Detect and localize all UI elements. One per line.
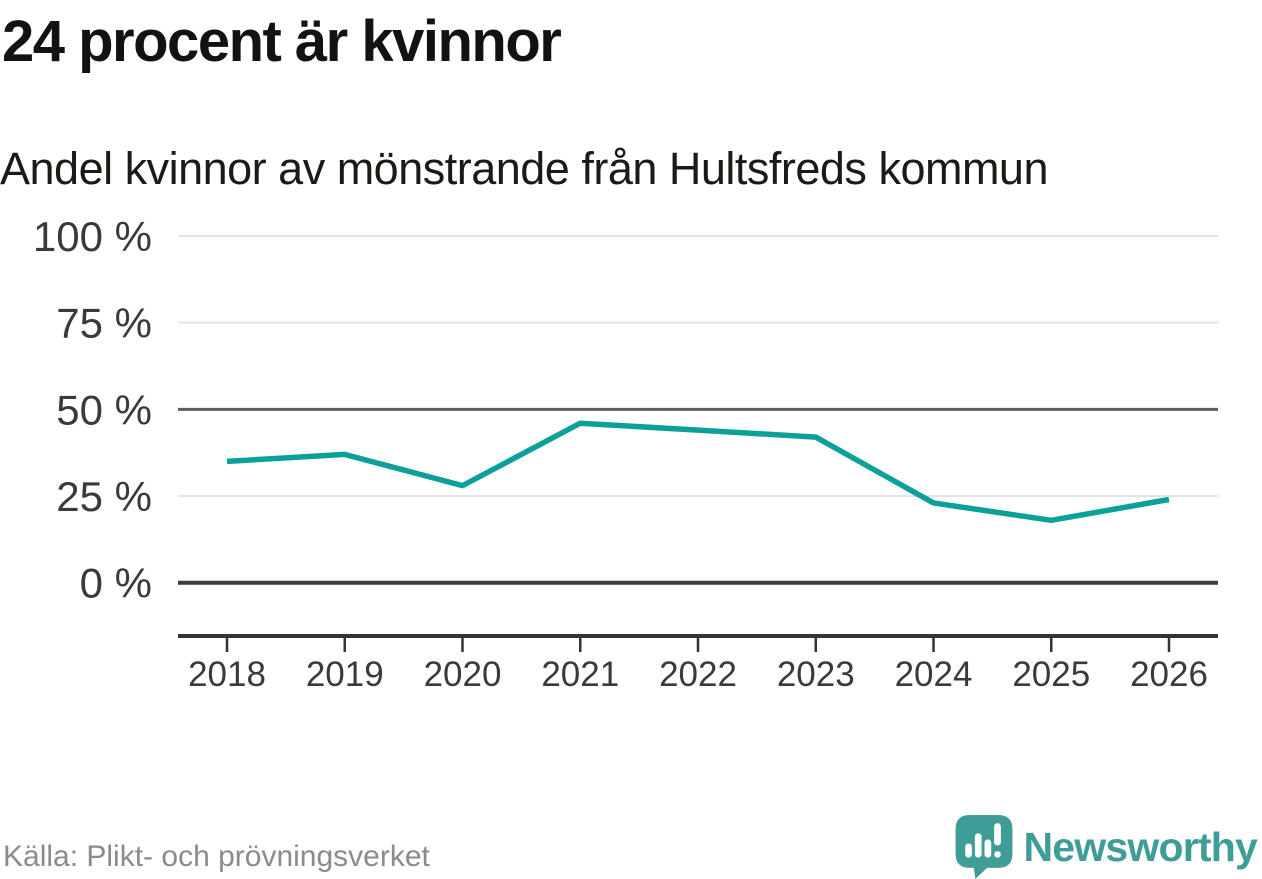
y-tick-label: 75 % — [56, 300, 152, 347]
speech-bubble-shape — [955, 815, 1012, 879]
x-tick-label: 2018 — [188, 655, 266, 694]
series-line — [226, 420, 1170, 524]
x-tick-label: 2024 — [895, 655, 973, 694]
newsworthy-wordmark: Newsworthy — [1023, 823, 1258, 870]
logo-bar-tall — [974, 833, 982, 858]
x-tick-label: 2023 — [777, 655, 855, 694]
logo-exclamation-dot — [993, 851, 1001, 858]
chart-subtitle: Andel kvinnor av mönstrande från Hultsfr… — [0, 143, 1049, 194]
newsworthy-logo: Newsworthy — [955, 815, 1258, 879]
y-tick-label: 25 % — [56, 473, 152, 520]
x-tick-label: 2022 — [659, 655, 737, 694]
x-tick-label: 2020 — [424, 655, 502, 694]
logo-bar-medium — [984, 839, 991, 858]
x-tick-label: 2026 — [1130, 655, 1208, 694]
y-tick-label: 50 % — [56, 386, 152, 433]
newsworthy-logo-icon — [955, 815, 1012, 879]
y-tick-label: 0 % — [80, 560, 152, 607]
x-tick-label: 2021 — [541, 655, 619, 694]
source-note: Källa: Plikt- och prövningsverket — [3, 840, 430, 873]
logo-exclamation-bar — [993, 823, 1001, 846]
y-tick-label: 100 % — [33, 213, 152, 260]
logo-bar-small — [964, 843, 972, 858]
chart-title: 24 procent är kvinnor — [2, 9, 562, 74]
x-tick-label: 2025 — [1012, 655, 1090, 694]
x-tick-label: 2019 — [306, 655, 384, 694]
